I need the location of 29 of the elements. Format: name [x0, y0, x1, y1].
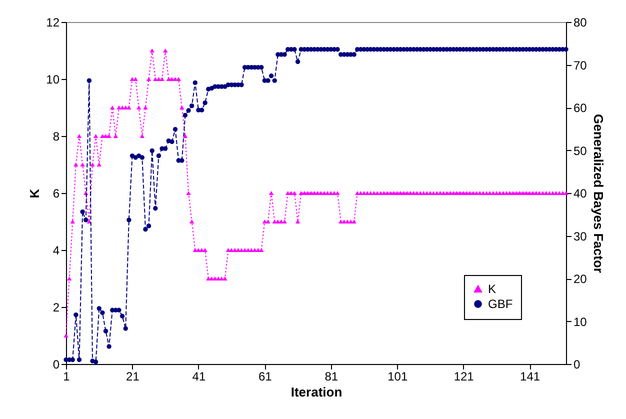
y2-tick-label: 50 — [574, 144, 588, 158]
legend-label: K — [488, 282, 496, 296]
x-tick-label: 1 — [63, 370, 70, 384]
x-tick-label: 101 — [388, 370, 408, 384]
y-tick-label: 2 — [52, 300, 60, 314]
y2-tick-label: 10 — [574, 314, 588, 329]
x-tick-label: 121 — [454, 370, 474, 384]
y2-tick-label: 30 — [574, 229, 588, 244]
x-tick-label: 81 — [324, 370, 338, 384]
x-tick-label: 61 — [258, 370, 272, 384]
y2-axis-title: Generalized Bayes Factor — [590, 114, 606, 273]
x-tick-label: 21 — [126, 370, 140, 384]
x-axis-title: Iteration — [290, 384, 342, 400]
y2-tick-label: 0 — [574, 358, 580, 372]
y-tick-label: 6 — [52, 186, 60, 200]
y2-tick-label: 60 — [574, 101, 588, 115]
y2-tick-label: 80 — [574, 16, 588, 30]
y-tick-label: 4 — [52, 244, 60, 258]
y2-tick-label: 70 — [574, 58, 588, 72]
y2-tick-label: 20 — [574, 272, 588, 286]
y-tick-label: 0 — [52, 358, 60, 372]
y-axis-title: K — [27, 188, 42, 198]
y-tick-label: 8 — [52, 130, 60, 144]
x-tick-label: 141 — [520, 370, 540, 384]
y2-tick-label: 40 — [574, 186, 588, 200]
x-tick-label: 41 — [192, 370, 206, 384]
legend-label: GBF — [488, 297, 513, 311]
y-tick-label: 12 — [46, 16, 60, 30]
y-tick-label: 10 — [46, 72, 60, 86]
